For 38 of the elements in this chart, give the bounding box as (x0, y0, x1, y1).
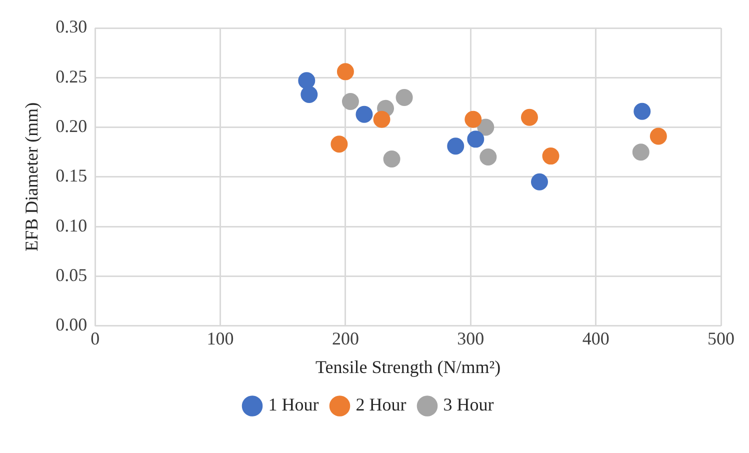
legend-label: 1 Hour (268, 394, 319, 415)
x-axis-title: Tensile Strength (N/mm²) (315, 356, 501, 377)
point (330, 136, 348, 153)
point (467, 130, 484, 148)
x-tick-label: 400 (582, 328, 610, 348)
point (356, 106, 373, 123)
y-tick-label: 0.15 (56, 166, 88, 186)
point (634, 102, 651, 120)
x-tick-label: 200 (332, 328, 359, 348)
y-tick-label: 0.05 (56, 264, 88, 285)
point (447, 138, 464, 155)
point (300, 86, 318, 104)
point (480, 148, 497, 166)
x-tick-label: 0 (90, 328, 100, 348)
point (530, 173, 548, 190)
point (336, 63, 354, 80)
legend-label: 2 Hour (356, 394, 406, 415)
x-tick-label: 500 (708, 328, 734, 348)
y-tick-label: 0.00 (56, 314, 88, 335)
x-tick-label: 100 (206, 328, 234, 348)
y-axis-title: EFB Diameter (mm) (22, 102, 42, 252)
point (520, 108, 538, 126)
point (396, 88, 413, 106)
x-tick-label: 300 (457, 328, 484, 348)
point (383, 150, 400, 168)
point (477, 118, 494, 136)
y-tick-label: 0.20 (56, 116, 88, 136)
point (298, 72, 316, 90)
y-tick-label: 0.25 (56, 66, 88, 86)
y-tick-label: 0.10 (56, 215, 88, 236)
point (542, 148, 560, 165)
point (342, 92, 359, 110)
point (632, 144, 650, 161)
point (650, 128, 667, 145)
legend-label: 3 Hour (443, 394, 494, 415)
point (373, 110, 390, 128)
y-tick-label: 0.30 (56, 16, 88, 37)
point (464, 110, 482, 128)
